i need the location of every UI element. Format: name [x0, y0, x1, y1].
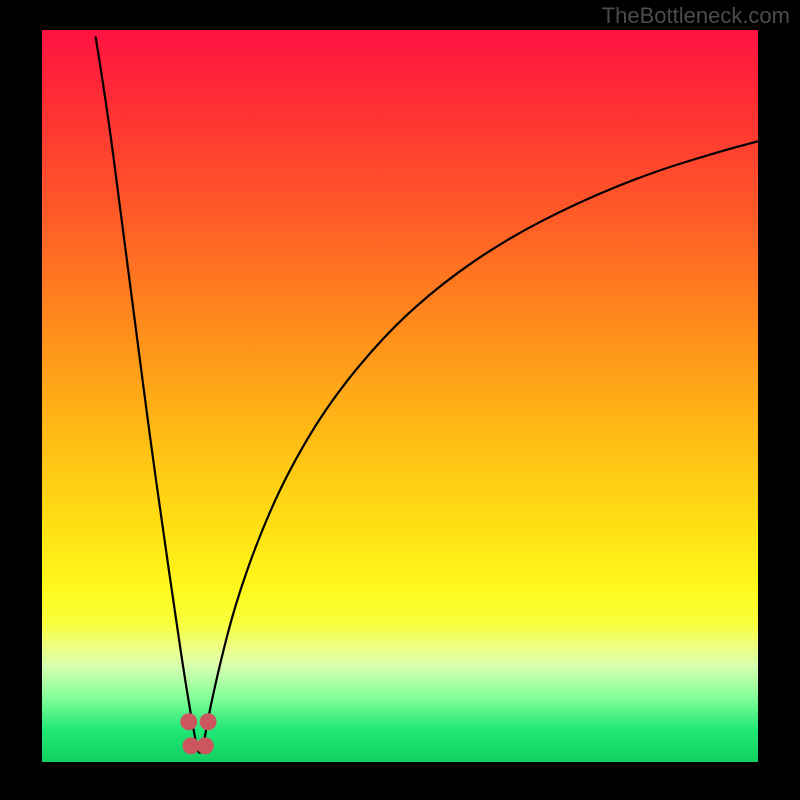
data-marker: [200, 713, 217, 730]
plot-background: [42, 30, 758, 762]
bottleneck-chart: [0, 0, 800, 800]
watermark-text: TheBottleneck.com: [602, 3, 790, 29]
data-marker: [197, 737, 214, 754]
chart-container: TheBottleneck.com: [0, 0, 800, 800]
data-marker: [180, 713, 197, 730]
